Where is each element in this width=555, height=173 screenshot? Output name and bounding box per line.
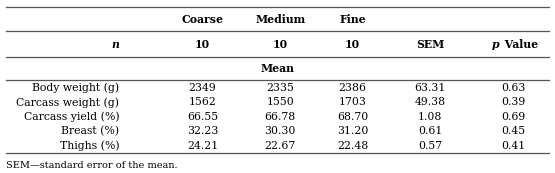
Text: Thighs (%): Thighs (%) [60, 140, 119, 151]
Text: 2335: 2335 [266, 83, 294, 93]
Text: Value: Value [501, 39, 538, 50]
Text: 30.30: 30.30 [265, 126, 296, 136]
Text: SEM: SEM [416, 39, 444, 50]
Text: 1562: 1562 [189, 97, 216, 107]
Text: 0.45: 0.45 [501, 126, 526, 136]
Text: 22.48: 22.48 [337, 141, 368, 151]
Text: Mean: Mean [260, 63, 295, 74]
Text: Body weight (g): Body weight (g) [32, 82, 119, 93]
Text: 0.57: 0.57 [418, 141, 442, 151]
Text: 0.69: 0.69 [501, 112, 526, 122]
Text: 2349: 2349 [189, 83, 216, 93]
Text: 68.70: 68.70 [337, 112, 368, 122]
Text: 1.08: 1.08 [418, 112, 442, 122]
Text: 0.41: 0.41 [501, 141, 526, 151]
Text: Carcass weight (g): Carcass weight (g) [16, 97, 119, 108]
Text: 32.23: 32.23 [187, 126, 218, 136]
Text: 10: 10 [345, 39, 360, 50]
Text: Breast (%): Breast (%) [61, 126, 119, 136]
Text: Fine: Fine [339, 13, 366, 25]
Text: 63.31: 63.31 [415, 83, 446, 93]
Text: 2386: 2386 [339, 83, 366, 93]
Text: p: p [492, 39, 500, 50]
Text: 1703: 1703 [339, 97, 366, 107]
Text: 66.78: 66.78 [265, 112, 296, 122]
Text: 22.67: 22.67 [265, 141, 296, 151]
Text: Medium: Medium [255, 13, 305, 25]
Text: 0.39: 0.39 [501, 97, 526, 107]
Text: n: n [112, 39, 119, 50]
Text: 10: 10 [195, 39, 210, 50]
Text: 24.21: 24.21 [187, 141, 218, 151]
Text: 10: 10 [273, 39, 288, 50]
Text: 49.38: 49.38 [415, 97, 446, 107]
Text: 66.55: 66.55 [187, 112, 218, 122]
Text: 0.61: 0.61 [418, 126, 442, 136]
Text: Carcass yield (%): Carcass yield (%) [24, 111, 119, 122]
Text: SEM—standard error of the mean.: SEM—standard error of the mean. [6, 161, 177, 170]
Text: 1550: 1550 [266, 97, 294, 107]
Text: 0.63: 0.63 [501, 83, 526, 93]
Text: Coarse: Coarse [181, 13, 224, 25]
Text: 31.20: 31.20 [337, 126, 368, 136]
